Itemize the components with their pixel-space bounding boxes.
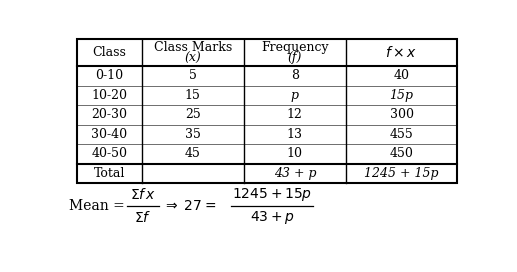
Text: 15p: 15p — [390, 89, 414, 102]
Text: Class: Class — [92, 46, 126, 59]
Text: (x): (x) — [185, 51, 201, 64]
Text: Frequency: Frequency — [261, 41, 329, 54]
Text: 450: 450 — [390, 147, 414, 160]
Text: 35: 35 — [185, 128, 201, 141]
Text: 20-30: 20-30 — [91, 108, 127, 121]
Text: 40-50: 40-50 — [91, 147, 127, 160]
Text: Total: Total — [94, 167, 125, 180]
Text: 455: 455 — [390, 128, 414, 141]
Text: 1245 + 15p: 1245 + 15p — [364, 167, 439, 180]
Text: 12: 12 — [287, 108, 303, 121]
Text: 15: 15 — [185, 89, 201, 102]
Text: 13: 13 — [287, 128, 303, 141]
Text: 10: 10 — [287, 147, 303, 160]
Text: p: p — [291, 89, 299, 102]
Text: 10-20: 10-20 — [91, 89, 127, 102]
Text: 30-40: 30-40 — [91, 128, 127, 141]
Text: Class Marks: Class Marks — [154, 41, 232, 54]
Text: 25: 25 — [185, 108, 201, 121]
Text: (f): (f) — [287, 51, 302, 64]
Text: 0-10: 0-10 — [95, 69, 123, 82]
Text: 8: 8 — [291, 69, 299, 82]
Text: $f \times x$: $f \times x$ — [386, 45, 418, 60]
Text: 45: 45 — [185, 147, 201, 160]
Text: $\Rightarrow\;27 = $: $\Rightarrow\;27 = $ — [163, 199, 216, 213]
Text: 43 + p: 43 + p — [273, 167, 316, 180]
Text: 300: 300 — [390, 108, 414, 121]
Text: 5: 5 — [189, 69, 196, 82]
Text: $\Sigma f$: $\Sigma f$ — [134, 210, 151, 225]
Text: 40: 40 — [393, 69, 409, 82]
Text: Mean =: Mean = — [69, 199, 129, 213]
Text: $1245 + 15p$: $1245 + 15p$ — [232, 186, 312, 203]
Text: $\Sigma f\,x$: $\Sigma f\,x$ — [130, 187, 156, 202]
Text: $43 + p$: $43 + p$ — [250, 209, 294, 226]
